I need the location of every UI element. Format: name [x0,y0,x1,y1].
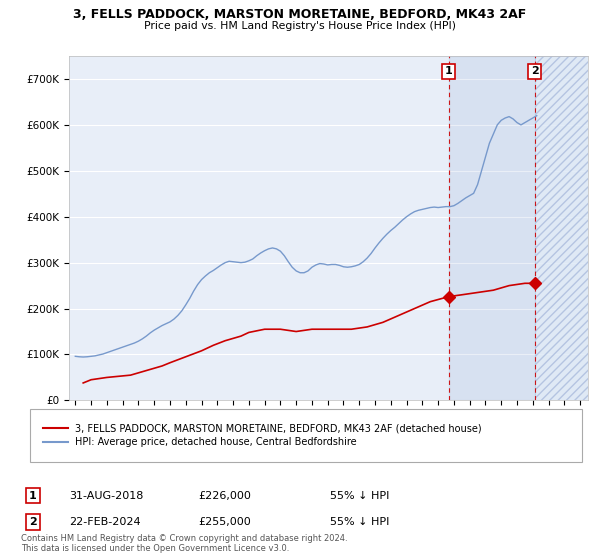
Text: 55% ↓ HPI: 55% ↓ HPI [330,517,389,527]
Text: 22-FEB-2024: 22-FEB-2024 [69,517,140,527]
Text: 1: 1 [29,491,37,501]
Text: 2: 2 [29,517,37,527]
FancyBboxPatch shape [30,409,582,462]
Text: Price paid vs. HM Land Registry's House Price Index (HPI): Price paid vs. HM Land Registry's House … [144,21,456,31]
Text: 1: 1 [445,67,452,77]
Text: Contains HM Land Registry data © Crown copyright and database right 2024.
This d: Contains HM Land Registry data © Crown c… [21,534,347,553]
Text: £226,000: £226,000 [198,491,251,501]
Legend: 3, FELLS PADDOCK, MARSTON MORETAINE, BEDFORD, MK43 2AF (detached house), HPI: Av: 3, FELLS PADDOCK, MARSTON MORETAINE, BED… [40,421,485,450]
Text: 31-AUG-2018: 31-AUG-2018 [69,491,143,501]
Text: 3, FELLS PADDOCK, MARSTON MORETAINE, BEDFORD, MK43 2AF: 3, FELLS PADDOCK, MARSTON MORETAINE, BED… [73,8,527,21]
Text: 2: 2 [531,67,539,77]
Text: 55% ↓ HPI: 55% ↓ HPI [330,491,389,501]
Bar [449,56,535,400]
Text: £255,000: £255,000 [198,517,251,527]
Bar [535,56,588,400]
